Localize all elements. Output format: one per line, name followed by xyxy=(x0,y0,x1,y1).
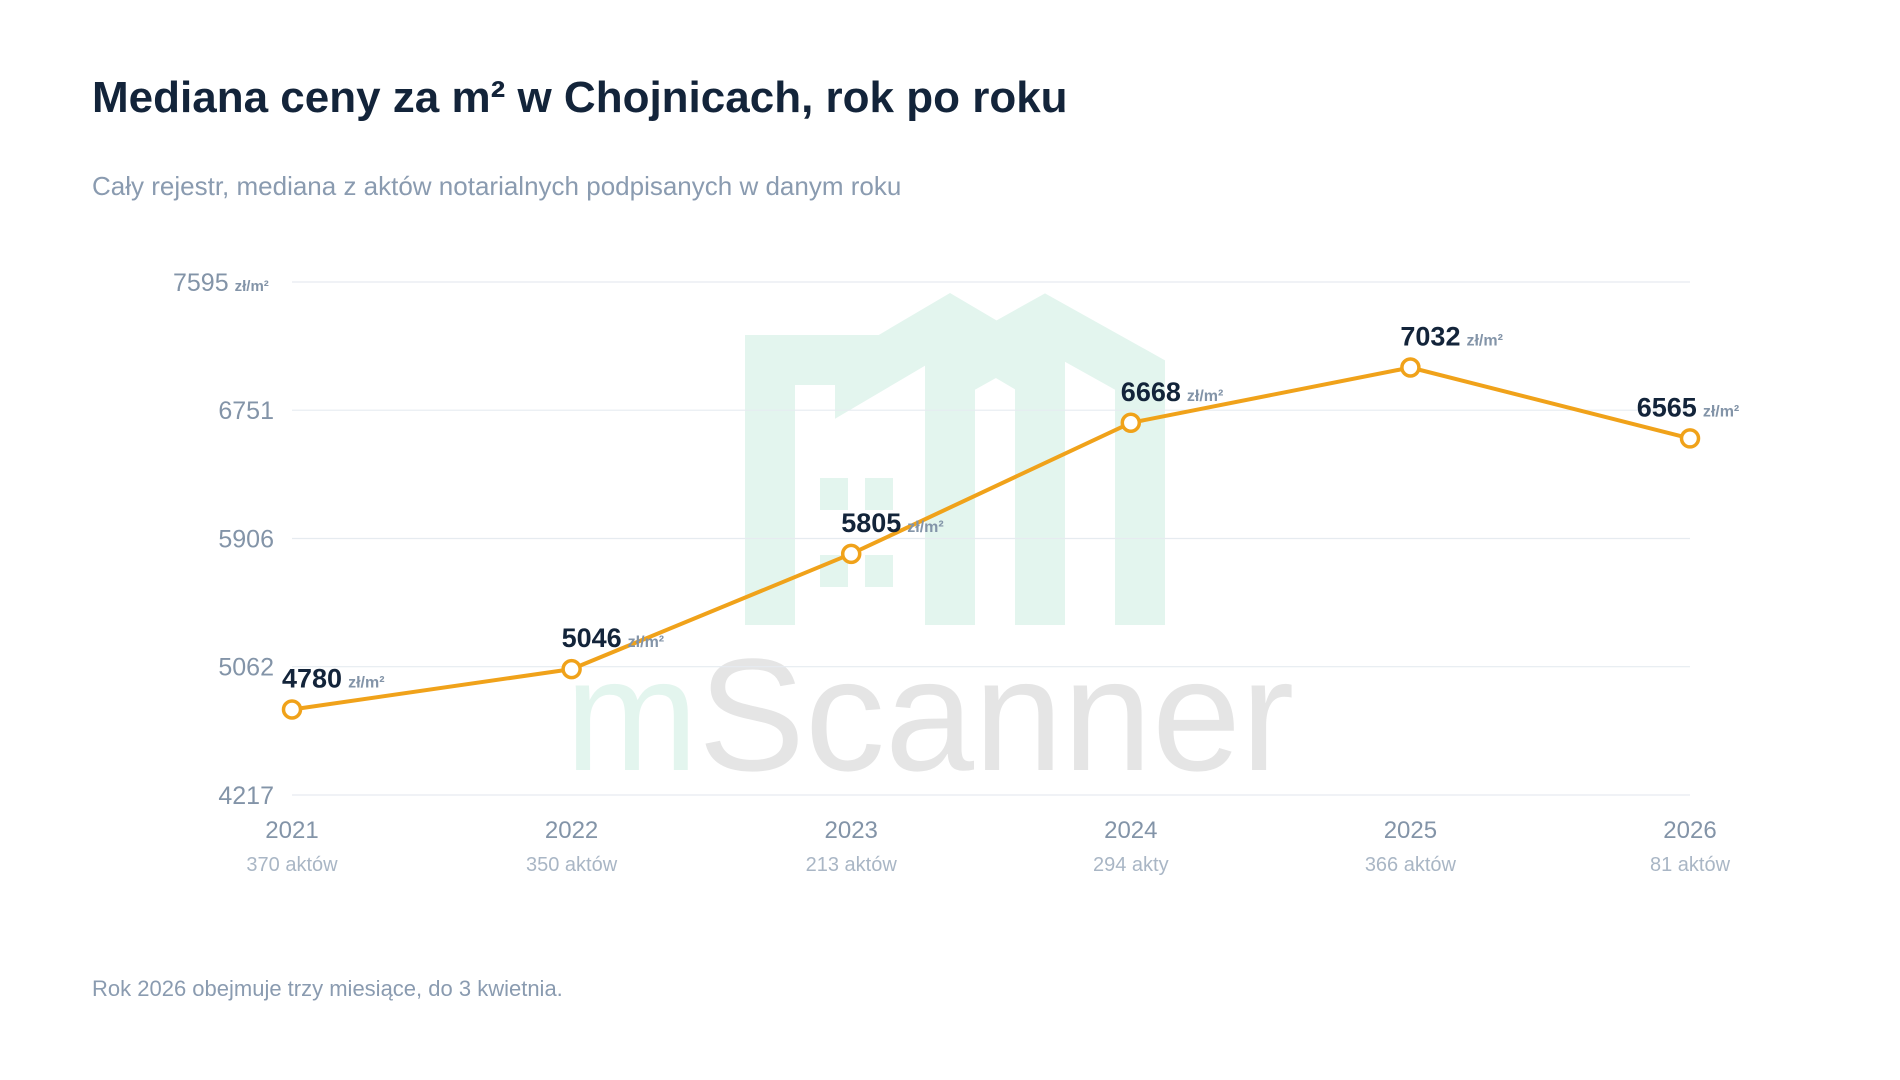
y-tick-label: 5062 xyxy=(218,654,274,682)
y-tick-label: 4217 xyxy=(218,782,274,810)
x-tick-label: 2022 xyxy=(545,817,598,844)
data-point xyxy=(1120,412,1142,434)
data-label-unit: zł/m² xyxy=(907,519,943,536)
x-tick-label: 2026 xyxy=(1663,817,1716,844)
watermark-window xyxy=(820,478,848,510)
series-line xyxy=(290,365,1692,712)
watermark-window xyxy=(865,555,893,587)
data-point xyxy=(1679,428,1701,449)
x-tick-sublabel: 350 aktów xyxy=(526,854,618,876)
y-tick-unit: zł/m² xyxy=(235,278,269,295)
x-axis-ticks: 2021 370 aktów 2022 350 aktów 2023 213 aktów 2… xyxy=(246,817,1730,876)
watermark-logo: mScanner xyxy=(565,292,1294,804)
watermark-window xyxy=(1035,550,1063,582)
data-point xyxy=(281,699,303,720)
x-tick-sublabel: 81 aktów xyxy=(1650,854,1731,876)
x-tick-label: 2024 xyxy=(1104,817,1157,844)
y-axis-ticks: 4217 5062 5906 6751 7595 zł/m² xyxy=(173,269,274,810)
x-tick-sublabel: 366 aktów xyxy=(1365,854,1457,876)
data-point xyxy=(561,658,582,680)
data-label-unit: zł/m² xyxy=(628,634,664,651)
x-tick-sublabel: 370 aktów xyxy=(246,854,338,876)
grid-lines xyxy=(292,281,1690,796)
y-tick-label: 6751 xyxy=(218,397,274,425)
x-tick-label: 2025 xyxy=(1384,817,1437,844)
data-label-unit: zł/m² xyxy=(1466,333,1502,350)
footnote: Rok 2026 obejmuje trzy miesiące, do 3 kw… xyxy=(92,976,563,1001)
data-label: 7032 zł/m² xyxy=(1400,322,1503,352)
x-tick-label: 2021 xyxy=(265,817,318,844)
x-tick-sublabel: 213 aktów xyxy=(806,854,898,876)
data-label: 6565 zł/m² xyxy=(1637,392,1740,422)
data-point xyxy=(840,543,862,565)
watermark-house-icon xyxy=(745,292,1165,625)
data-label-unit: zł/m² xyxy=(348,675,384,692)
watermark-window xyxy=(865,478,893,510)
data-label-unit: zł/m² xyxy=(1703,403,1739,420)
x-tick-sublabel: 294 akty xyxy=(1093,854,1169,876)
watermark-text: mScanner xyxy=(565,625,1294,804)
data-label: 5805 zł/m² xyxy=(841,508,944,538)
chart-subtitle: Cały rejestr, mediana z aktów notarialny… xyxy=(92,171,901,201)
x-tick-label: 2023 xyxy=(825,817,878,844)
data-label: 6668 zł/m² xyxy=(1121,377,1224,407)
data-point xyxy=(1400,357,1421,378)
chart-title: Mediana ceny za m² w Chojnicach, rok po … xyxy=(92,73,1068,122)
y-tick-label: 5906 xyxy=(218,526,274,554)
watermark-window xyxy=(1035,497,1063,529)
data-label-unit: zł/m² xyxy=(1187,388,1223,405)
data-label: 4780 zł/m² xyxy=(282,664,385,694)
y-tick-label: 7595 zł/m² xyxy=(173,269,269,297)
data-points xyxy=(281,357,1701,720)
